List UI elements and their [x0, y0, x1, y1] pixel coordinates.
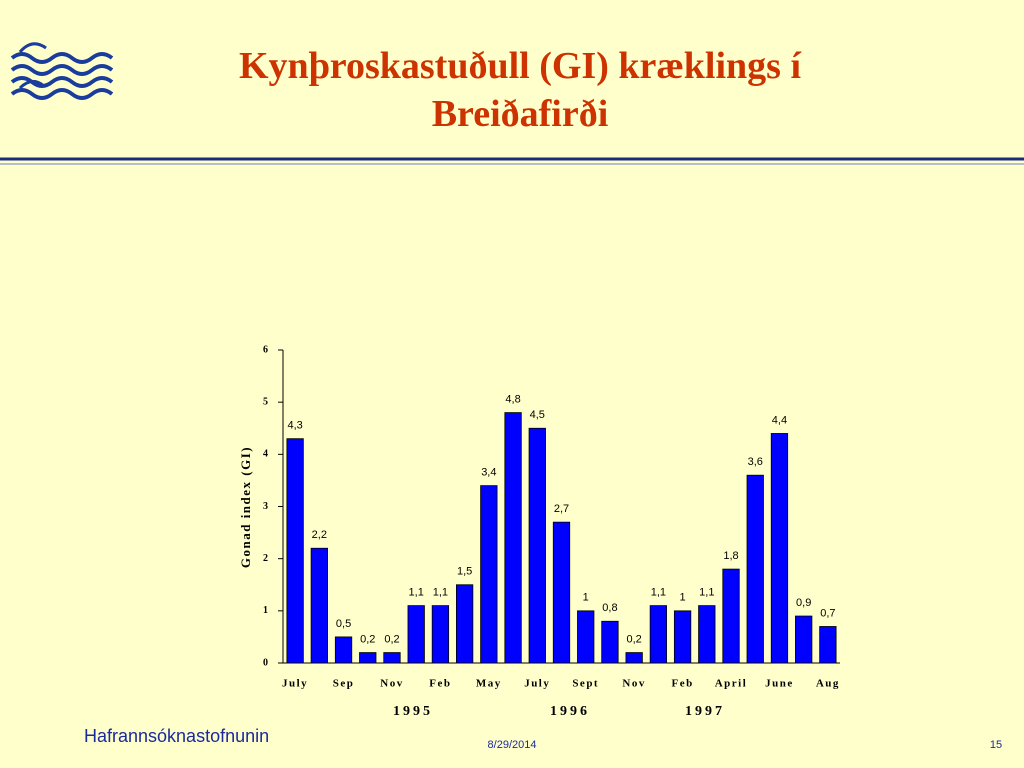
bar: [770, 433, 789, 664]
bar: [334, 636, 353, 664]
y-tick-label: 1: [263, 605, 268, 616]
logo: [10, 42, 114, 100]
bar: [601, 620, 619, 664]
value-label: 1: [680, 592, 686, 604]
value-label: 1,8: [723, 550, 738, 562]
value-label: 4,8: [505, 394, 520, 406]
x-tick-label: April: [715, 678, 748, 690]
value-label: 1,1: [651, 587, 666, 599]
value-label: 0,2: [627, 633, 642, 645]
bar: [383, 652, 401, 664]
y-tick-label: 4: [263, 449, 268, 460]
bar: [359, 652, 377, 664]
x-tick-label: July: [524, 678, 550, 690]
bar: [455, 584, 474, 664]
bar: [407, 605, 425, 664]
bar: [819, 626, 837, 664]
bar: [722, 568, 740, 664]
value-label: 2,7: [554, 503, 569, 515]
x-tick-label: Nov: [380, 678, 403, 690]
value-label: 4,3: [287, 420, 302, 432]
bar: [625, 652, 643, 664]
value-label: 1: [583, 592, 589, 604]
value-label: 0,7: [820, 607, 835, 619]
bar: [577, 610, 595, 664]
bar: [673, 610, 692, 664]
y-tick-label: 0: [263, 657, 268, 668]
x-tick-label: May: [476, 678, 502, 690]
value-label: 1,1: [699, 587, 714, 599]
bar: [795, 615, 813, 664]
y-axis-label: Gonad index (GI): [238, 446, 253, 568]
value-label: 3,6: [748, 456, 763, 468]
year-label: 1995: [393, 704, 433, 719]
y-tick-label: 3: [263, 501, 268, 512]
value-label: 0,5: [336, 618, 351, 630]
value-label: 0,8: [602, 602, 617, 614]
value-label: 3,4: [481, 467, 496, 479]
x-tick-label: Aug: [816, 678, 840, 690]
value-label: 1,5: [457, 566, 472, 578]
x-tick-label: Sept: [572, 678, 599, 690]
y-tick-label: 6: [263, 344, 268, 355]
value-label: 4,4: [772, 414, 787, 426]
footer-page: 15: [990, 739, 1002, 751]
x-tick-label: Nov: [622, 678, 645, 690]
year-label: 1997: [685, 704, 725, 719]
x-tick-label: Feb: [671, 678, 693, 690]
y-tick-label: 5: [263, 396, 268, 407]
value-label: 4,5: [530, 409, 545, 421]
value-label: 0,2: [384, 633, 399, 645]
bar: [698, 605, 716, 664]
y-tick-label: 2: [263, 553, 268, 564]
bar: [552, 521, 571, 664]
x-tick-label: Sep: [333, 678, 355, 690]
bar: [528, 427, 546, 664]
value-label: 0,2: [360, 633, 375, 645]
value-label: 1,1: [409, 587, 424, 599]
bar: [504, 412, 522, 664]
value-label: 0,9: [796, 597, 811, 609]
footer-date: 8/29/2014: [488, 739, 537, 751]
bar: [431, 605, 450, 664]
footer-organization: Hafrannsóknastofnunin: [84, 726, 269, 746]
bar: [310, 547, 328, 664]
bar: [649, 605, 668, 664]
x-tick-label: July: [282, 678, 308, 690]
x-tick-label: June: [765, 678, 794, 690]
value-label: 1,1: [433, 587, 448, 599]
value-label: 2,2: [312, 529, 327, 541]
bar: [286, 438, 304, 664]
x-tick-label: Feb: [429, 678, 451, 690]
slide-title: Kynþroskastuðull (GI) kræklings í Breiða…: [238, 45, 802, 135]
bar: [480, 485, 498, 664]
bar: [746, 474, 764, 664]
year-label: 1996: [550, 704, 590, 719]
